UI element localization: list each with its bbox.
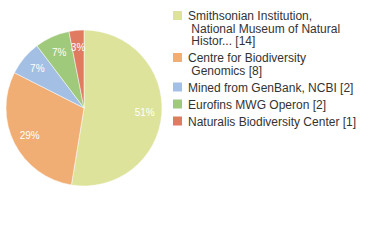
slices bbox=[6, 30, 162, 186]
legend-line: Naturalis Biodiversity Center [1] bbox=[188, 115, 356, 129]
legend-swatch bbox=[173, 11, 182, 20]
legend-label: Smithsonian Institution, National Museum… bbox=[188, 9, 340, 48]
pie-slice bbox=[71, 30, 162, 186]
data-labels: 51% 29% 7% 7% 3% bbox=[20, 42, 155, 141]
legend-label: Naturalis Biodiversity Center [1] bbox=[188, 115, 356, 129]
data-label: 29% bbox=[20, 130, 40, 141]
data-label: 7% bbox=[30, 63, 45, 74]
legend-line: Mined from GenBank, NCBI [2] bbox=[188, 81, 353, 95]
legend-label: Eurofins MWG Operon [2] bbox=[188, 98, 326, 112]
legend: Smithsonian Institution, National Museum… bbox=[173, 9, 356, 129]
legend-label: Mined from GenBank, NCBI [2] bbox=[188, 81, 353, 95]
legend-line: Genomics [8] bbox=[188, 64, 262, 78]
legend-swatch bbox=[173, 117, 182, 126]
data-label: 3% bbox=[71, 42, 86, 53]
data-label: 7% bbox=[52, 47, 67, 58]
chart: 51% 29% 7% 7% 3% Smithsonian Institution, Nat… bbox=[0, 0, 380, 240]
legend-swatch bbox=[173, 100, 182, 109]
legend-line: Histor... [14] bbox=[188, 34, 255, 48]
legend-line: Eurofins MWG Operon [2] bbox=[188, 98, 326, 112]
legend-swatch bbox=[173, 53, 182, 62]
data-label: 51% bbox=[135, 107, 155, 118]
legend-label: Centre for Biodiversity Genomics [8] bbox=[188, 51, 306, 78]
legend-swatch bbox=[173, 83, 182, 92]
